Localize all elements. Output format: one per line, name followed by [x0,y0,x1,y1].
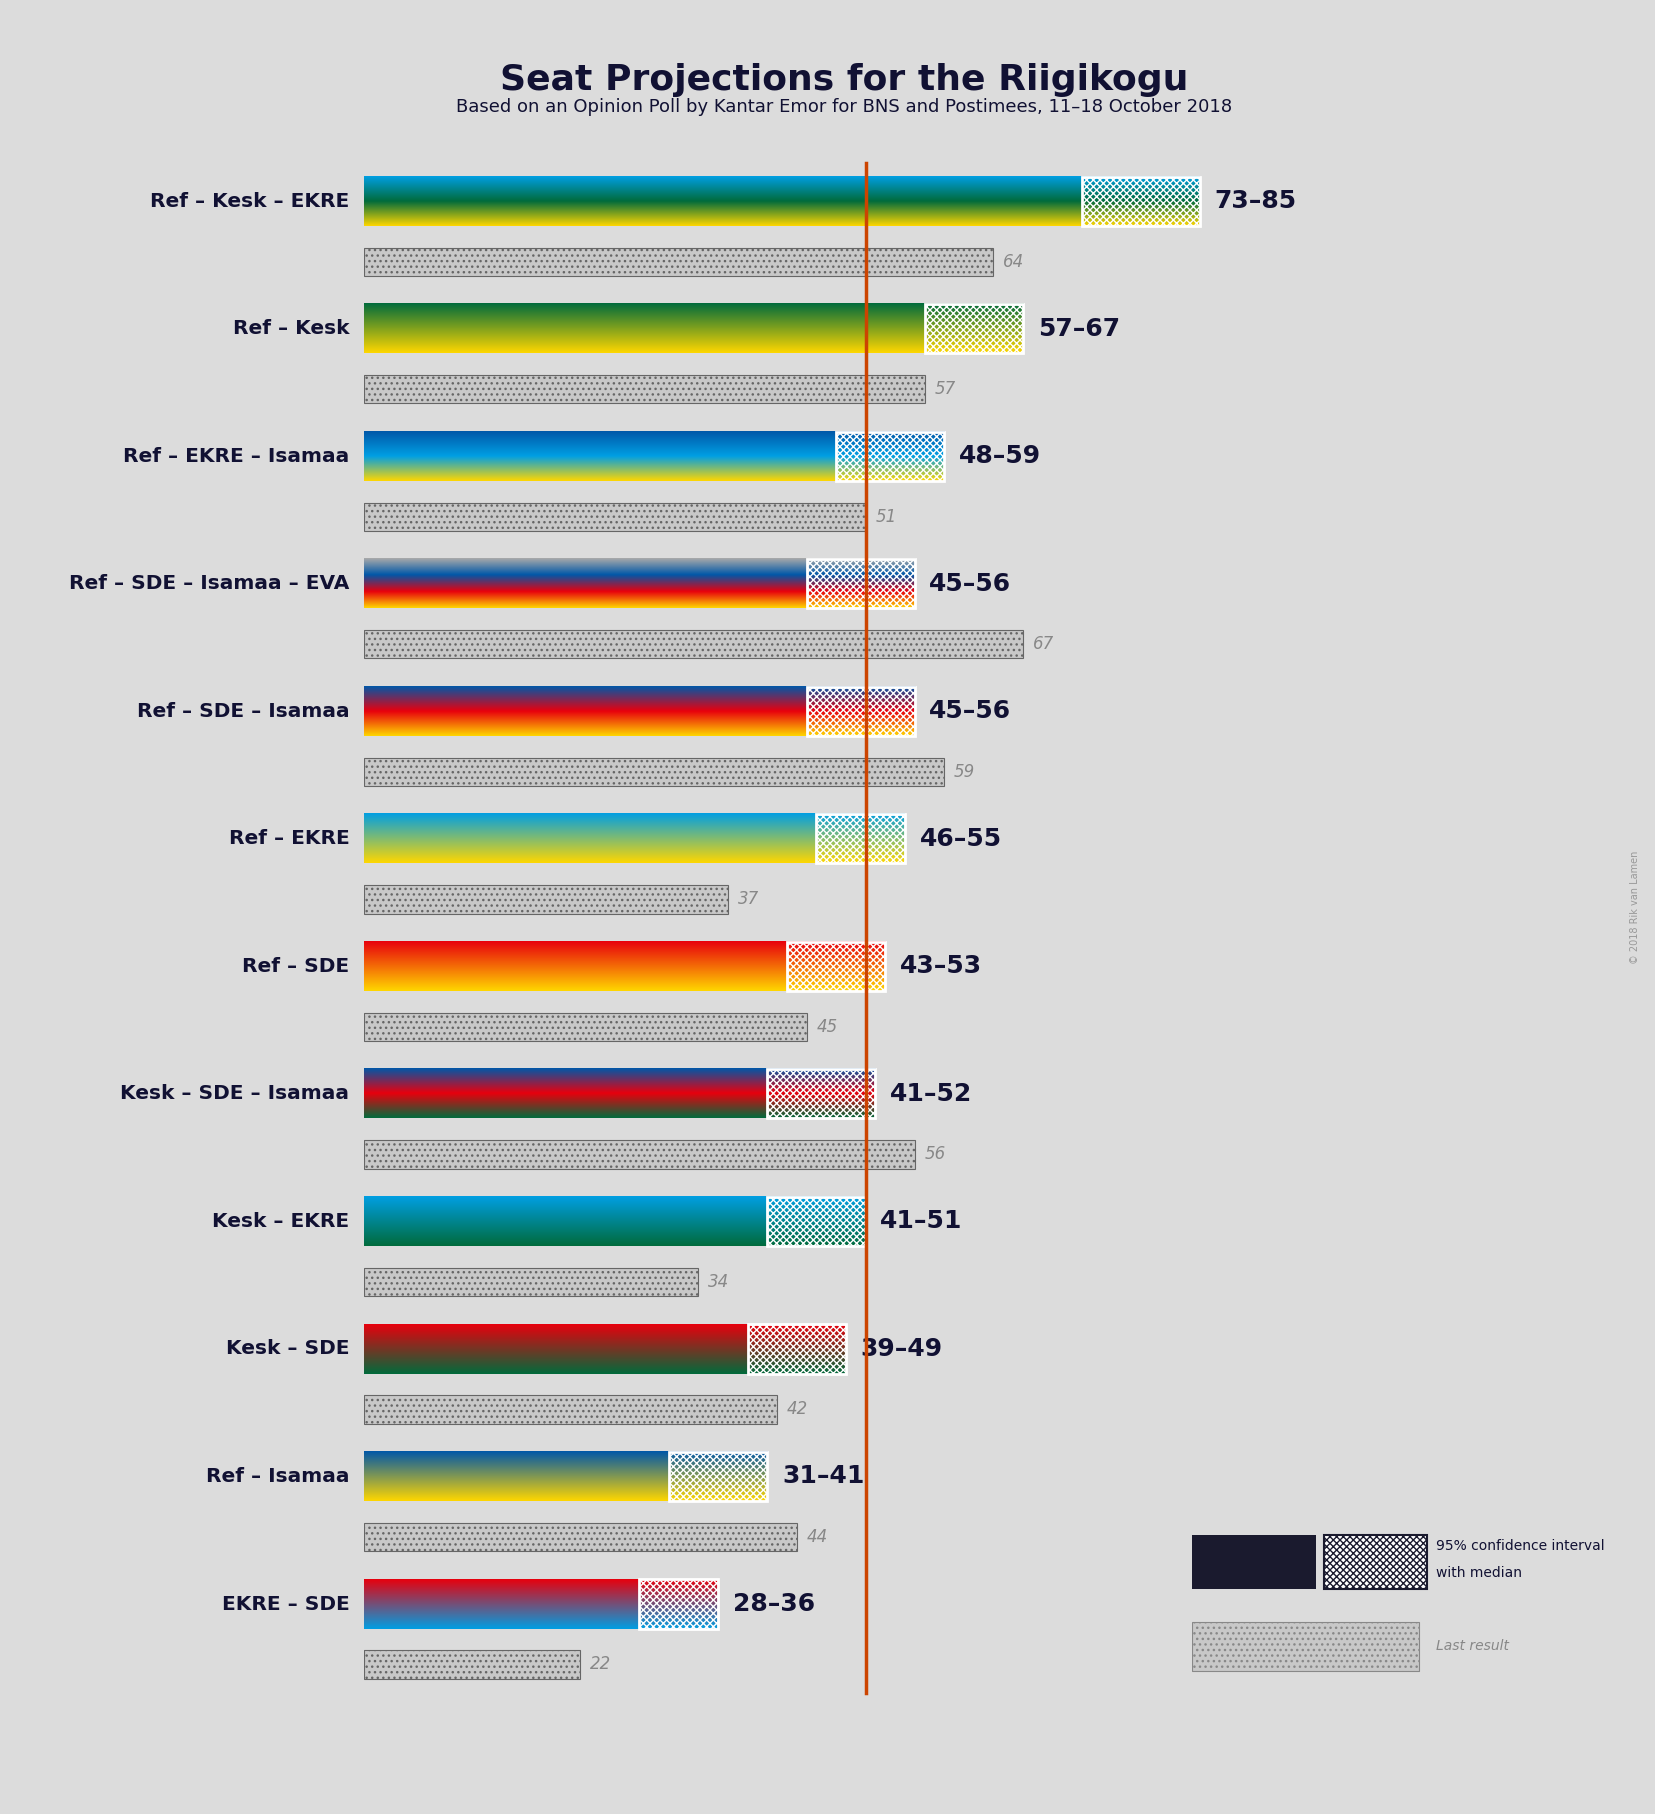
Text: 95% confidence interval: 95% confidence interval [1435,1538,1604,1553]
Bar [786,941,885,990]
Bar [836,432,943,481]
Bar [364,1012,806,1041]
Bar [364,1522,796,1551]
Text: 73–85: 73–85 [1215,189,1296,214]
Bar [364,1268,698,1295]
Bar [364,758,943,785]
Text: Last result: Last result [1435,1640,1509,1653]
Bar [364,247,993,276]
Text: Kesk – SDE – Isamaa: Kesk – SDE – Isamaa [121,1085,349,1103]
Bar [768,1070,875,1119]
Bar [806,559,915,608]
Bar [364,1141,915,1168]
Text: 59: 59 [953,764,975,780]
Text: Ref – SDE – Isamaa: Ref – SDE – Isamaa [137,702,349,720]
Text: 64: 64 [1003,252,1024,270]
Bar [364,1651,581,1678]
Bar [364,629,1023,658]
Bar [364,1012,806,1041]
Text: 45: 45 [816,1018,837,1036]
Text: Kesk – EKRE: Kesk – EKRE [212,1212,349,1232]
Bar [364,1651,581,1678]
Bar [748,1324,846,1373]
Text: 46–55: 46–55 [920,827,1001,851]
Bar [768,1197,866,1246]
Bar [1324,1535,1427,1589]
Bar [1082,176,1200,227]
Text: 31–41: 31–41 [781,1464,864,1489]
Bar [786,941,885,990]
Bar [806,688,915,736]
Bar [1082,176,1200,227]
Text: 57: 57 [935,381,955,399]
Bar [364,1395,778,1424]
Text: Ref – EKRE – Isamaa: Ref – EKRE – Isamaa [122,446,349,466]
Bar [925,305,1023,354]
Text: Ref – Kesk – EKRE: Ref – Kesk – EKRE [151,192,349,210]
Bar [364,375,925,403]
Bar [806,688,915,736]
Text: Ref – SDE: Ref – SDE [242,958,349,976]
Bar [816,814,905,863]
Bar [364,502,866,532]
Text: 45–56: 45–56 [930,700,1011,724]
Text: © 2018 Rik van Lamen: © 2018 Rik van Lamen [1630,851,1640,963]
Text: 44: 44 [806,1527,828,1546]
Text: 41–52: 41–52 [890,1081,973,1107]
Bar [816,814,905,863]
Text: 43–53: 43–53 [900,954,981,978]
Bar [669,1451,768,1500]
Bar [364,885,728,914]
Text: 39–49: 39–49 [861,1337,943,1360]
Bar [364,1141,915,1168]
Bar [1192,1622,1418,1671]
Bar [364,758,943,785]
Bar [836,432,943,481]
Bar [806,559,915,608]
Bar [364,1268,698,1295]
Bar [768,1070,875,1119]
Text: Ref – SDE – Isamaa – EVA: Ref – SDE – Isamaa – EVA [70,575,349,593]
Text: 37: 37 [738,891,760,909]
Text: 22: 22 [591,1656,611,1674]
Bar [364,247,993,276]
Bar [768,1197,866,1246]
Text: 45–56: 45–56 [930,571,1011,595]
Text: Kesk – SDE: Kesk – SDE [225,1339,349,1359]
Bar [669,1451,768,1500]
Bar [364,1522,796,1551]
Bar [1192,1535,1316,1589]
Text: 41–51: 41–51 [880,1210,963,1234]
Text: 28–36: 28–36 [733,1593,814,1616]
Bar [364,1395,778,1424]
Text: 48–59: 48–59 [958,444,1041,468]
Bar [364,375,925,403]
Text: Based on an Opinion Poll by Kantar Emor for BNS and Postimees, 11–18 October 201: Based on an Opinion Poll by Kantar Emor … [457,98,1231,116]
Text: 51: 51 [875,508,897,526]
Text: Ref – EKRE: Ref – EKRE [228,829,349,849]
Text: 67: 67 [1033,635,1054,653]
Bar [925,305,1023,354]
Text: Ref – Kesk: Ref – Kesk [233,319,349,339]
Bar [639,1580,718,1629]
Text: Seat Projections for the Riigikogu: Seat Projections for the Riigikogu [500,63,1188,98]
Bar [364,885,728,914]
Text: Ref – Isamaa: Ref – Isamaa [205,1468,349,1486]
Text: 56: 56 [925,1145,945,1163]
Text: 34: 34 [708,1273,730,1292]
Bar [639,1580,718,1629]
Bar [748,1324,846,1373]
Bar [364,502,866,532]
Text: EKRE – SDE: EKRE – SDE [222,1595,349,1613]
Text: 57–67: 57–67 [1038,317,1120,341]
Bar [364,629,1023,658]
Text: 42: 42 [786,1400,808,1419]
Text: with median: with median [1435,1565,1521,1580]
